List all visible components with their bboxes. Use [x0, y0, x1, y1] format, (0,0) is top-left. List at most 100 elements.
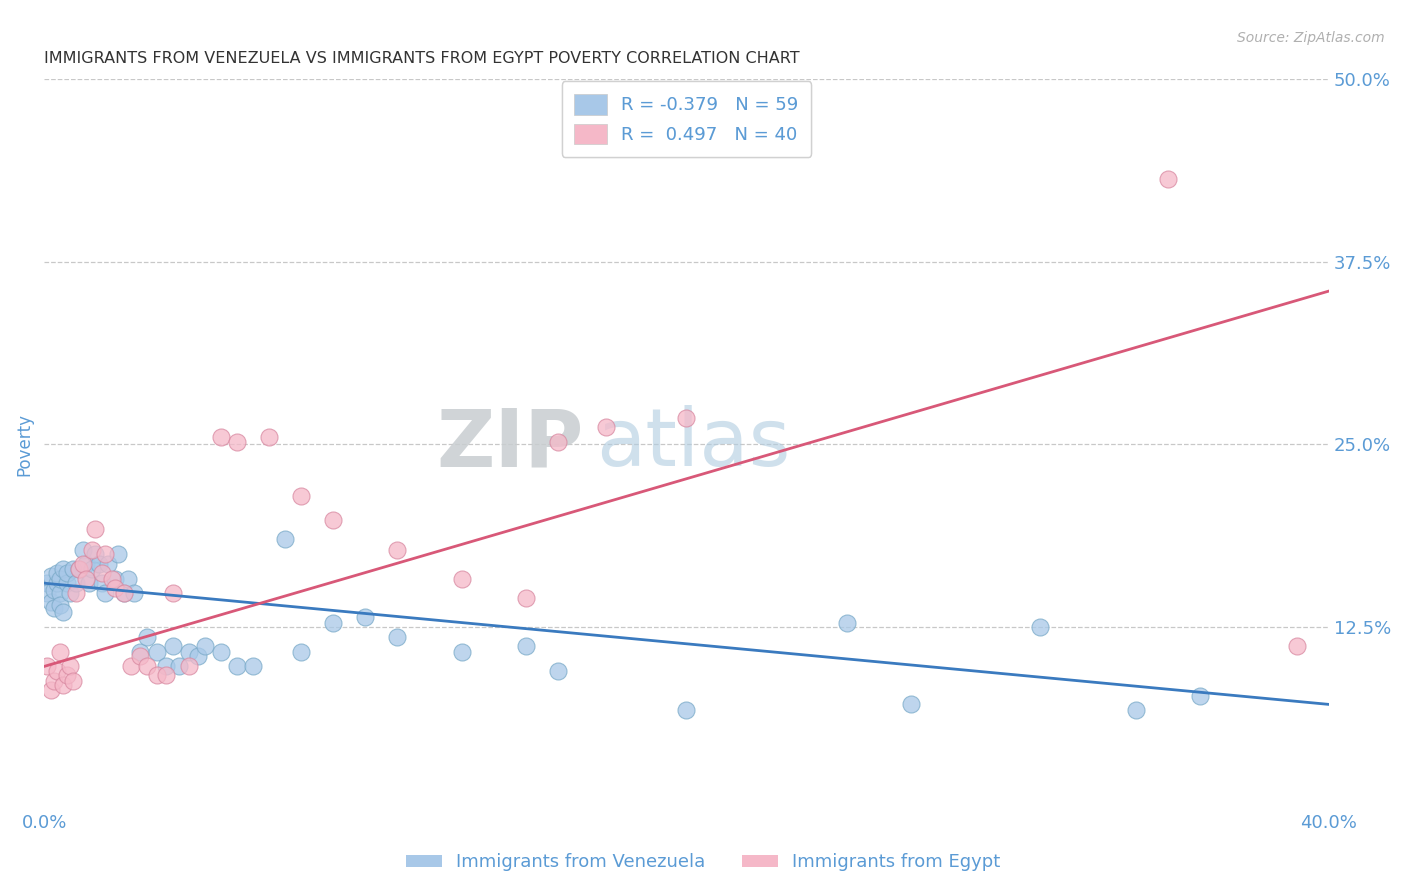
- Point: [209, 645, 232, 659]
- Point: [90, 576, 112, 591]
- Point: [55, 576, 77, 591]
- Point: [46, 566, 69, 580]
- Text: ZIP: ZIP: [436, 406, 583, 483]
- Point: [42, 583, 65, 598]
- Point: [122, 586, 145, 600]
- Point: [145, 645, 167, 659]
- Point: [1157, 171, 1180, 186]
- Point: [450, 645, 472, 659]
- Point: [162, 586, 184, 600]
- Point: [187, 649, 209, 664]
- Point: [104, 581, 127, 595]
- Point: [94, 547, 117, 561]
- Point: [69, 561, 91, 575]
- Point: [450, 572, 472, 586]
- Point: [1189, 689, 1212, 703]
- Point: [155, 668, 177, 682]
- Point: [82, 561, 104, 575]
- Text: Source: ZipAtlas.com: Source: ZipAtlas.com: [1237, 31, 1385, 45]
- Point: [72, 542, 94, 557]
- Point: [675, 703, 697, 717]
- Point: [59, 659, 82, 673]
- Point: [97, 558, 120, 572]
- Point: [209, 430, 232, 444]
- Point: [135, 630, 157, 644]
- Point: [62, 561, 84, 575]
- Point: [547, 434, 569, 449]
- Point: [595, 420, 617, 434]
- Point: [84, 547, 107, 561]
- Point: [52, 678, 75, 692]
- Point: [274, 533, 297, 547]
- Point: [37, 576, 59, 591]
- Point: [835, 615, 858, 630]
- Point: [55, 566, 77, 580]
- Point: [39, 595, 62, 609]
- Point: [52, 606, 75, 620]
- Point: [52, 561, 75, 575]
- Point: [75, 558, 97, 572]
- Point: [65, 586, 87, 600]
- Point: [129, 645, 152, 659]
- Point: [194, 639, 217, 653]
- Point: [42, 601, 65, 615]
- Point: [117, 572, 139, 586]
- Point: [177, 659, 200, 673]
- Point: [177, 645, 200, 659]
- Point: [46, 576, 69, 591]
- Point: [94, 586, 117, 600]
- Point: [46, 664, 69, 678]
- Point: [49, 645, 72, 659]
- Text: IMMIGRANTS FROM VENEZUELA VS IMMIGRANTS FROM EGYPT POVERTY CORRELATION CHART: IMMIGRANTS FROM VENEZUELA VS IMMIGRANTS …: [44, 51, 800, 66]
- Point: [145, 668, 167, 682]
- Point: [82, 542, 104, 557]
- Point: [120, 659, 142, 673]
- Point: [354, 609, 377, 624]
- Point: [72, 558, 94, 572]
- Point: [322, 513, 344, 527]
- Point: [39, 682, 62, 697]
- Point: [242, 659, 264, 673]
- Point: [49, 572, 72, 586]
- Point: [129, 649, 152, 664]
- Point: [1028, 620, 1050, 634]
- Point: [77, 576, 100, 591]
- Point: [112, 586, 135, 600]
- Point: [675, 411, 697, 425]
- Point: [42, 673, 65, 688]
- Point: [155, 659, 177, 673]
- Point: [104, 572, 127, 586]
- Point: [1125, 703, 1147, 717]
- Point: [290, 489, 312, 503]
- Point: [39, 569, 62, 583]
- Text: atlas: atlas: [596, 406, 792, 483]
- Legend: R = -0.379   N = 59, R =  0.497   N = 40: R = -0.379 N = 59, R = 0.497 N = 40: [562, 81, 811, 157]
- Point: [59, 586, 82, 600]
- Point: [87, 558, 110, 572]
- Point: [62, 673, 84, 688]
- Point: [547, 664, 569, 678]
- Legend: Immigrants from Venezuela, Immigrants from Egypt: Immigrants from Venezuela, Immigrants fr…: [398, 847, 1008, 879]
- Point: [162, 639, 184, 653]
- Point: [90, 566, 112, 580]
- Point: [167, 659, 190, 673]
- Point: [107, 547, 129, 561]
- Point: [290, 645, 312, 659]
- Point: [900, 698, 922, 712]
- Point: [69, 561, 91, 575]
- Point: [37, 586, 59, 600]
- Point: [55, 668, 77, 682]
- Point: [135, 659, 157, 673]
- Point: [515, 591, 537, 605]
- Point: [100, 572, 122, 586]
- Point: [65, 576, 87, 591]
- Point: [1285, 639, 1308, 653]
- Point: [49, 598, 72, 612]
- Point: [257, 430, 280, 444]
- Point: [75, 572, 97, 586]
- Y-axis label: Poverty: Poverty: [15, 413, 32, 476]
- Point: [84, 522, 107, 536]
- Point: [387, 542, 409, 557]
- Point: [225, 434, 247, 449]
- Point: [387, 630, 409, 644]
